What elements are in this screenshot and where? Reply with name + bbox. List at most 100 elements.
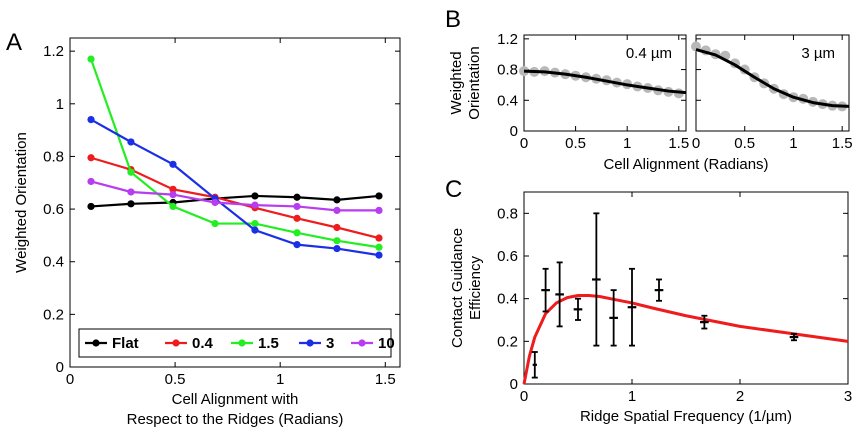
series-point-3 xyxy=(293,241,301,249)
fit-curve xyxy=(522,293,849,385)
legend-box xyxy=(78,328,392,358)
series-point-0.4 xyxy=(293,214,301,222)
panel-b-1-xtick-label: 1 xyxy=(623,135,631,152)
series-point-0.4 xyxy=(375,234,383,242)
panel-c-xtick-label: 0 xyxy=(520,388,528,405)
series-point-1.5 xyxy=(293,229,301,237)
legend-label-1.5: 1.5 xyxy=(258,335,279,352)
legend-marker-Flat xyxy=(92,339,100,347)
series-point-Flat xyxy=(375,192,383,200)
panel-b-right-chart: 0 0.5 1 1.5 3 µm xyxy=(691,34,853,152)
series-point-3 xyxy=(375,251,383,259)
panel-c-ytick-label: 0.2 xyxy=(497,333,518,350)
subplot-label: 0.4 µm xyxy=(626,45,672,62)
series-point-1.5 xyxy=(211,219,219,228)
panel-a-xtick-label: 0 xyxy=(66,371,74,388)
series-line-0.4 xyxy=(90,156,380,240)
panel-c-ylabel-line1: Contact Guidance xyxy=(449,228,466,348)
panel-b-1-ytick-label: 0.4 xyxy=(497,92,518,109)
panel-a-ylabel: Weighted Orientation xyxy=(13,132,30,273)
panel-label-c: C xyxy=(445,176,462,203)
panel-c-xtick-label: 3 xyxy=(844,388,852,405)
series-line-10 xyxy=(90,180,379,212)
series-point-1.5 xyxy=(127,168,135,176)
panel-c-ytick-label: 0.8 xyxy=(497,205,518,222)
panel-a-xtick-label: 1.5 xyxy=(375,371,396,388)
legend-label-10: 10 xyxy=(378,335,395,352)
panel-c-ylabel-line2: Efficiency xyxy=(467,256,484,320)
panel-a-ytick-label: 0.4 xyxy=(43,254,64,271)
series-point-Flat xyxy=(251,192,259,200)
series-point-3 xyxy=(169,160,177,168)
panel-b-1-xtick-label: 0 xyxy=(520,135,528,152)
series-line-1.5 xyxy=(89,58,380,249)
panel-a-ytick-label: 0.6 xyxy=(43,201,64,218)
series-point-0.4 xyxy=(87,154,95,162)
legend-marker-1.5 xyxy=(238,339,246,347)
panel-label-a: A xyxy=(6,29,22,56)
panel-a-ytick-label: 0.8 xyxy=(43,148,64,165)
panel-a-xlabel-line2: Respect to the Ridges (Radians) xyxy=(127,411,344,428)
legend-marker-0.4 xyxy=(172,339,180,347)
panel-c-ytick-label: 0.6 xyxy=(497,248,518,265)
series-point-1.5 xyxy=(87,55,95,63)
series-point-Flat xyxy=(293,193,301,201)
panel-label-b: B xyxy=(445,6,461,33)
legend-label-0.4: 0.4 xyxy=(192,335,214,352)
panel-c-ytick-label: 0 xyxy=(510,376,518,393)
panel-c-xtick-label: 1 xyxy=(628,388,636,405)
series-point-0.4 xyxy=(169,185,177,193)
series-point-10 xyxy=(333,206,341,214)
series-point-10 xyxy=(251,201,259,209)
legend-marker-10 xyxy=(358,339,366,347)
panel-b-xlabel: Cell Alignment (Radians) xyxy=(603,156,768,173)
series-point-10 xyxy=(293,202,301,211)
panel-c-ytick-label: 0.4 xyxy=(497,291,518,308)
panel-a-xtick-label: 0.5 xyxy=(165,371,186,388)
panel-a-ytick-label: 0.2 xyxy=(43,306,64,323)
series-line-3 xyxy=(90,118,380,257)
series-line-Flat xyxy=(90,194,380,208)
panel-c-chart: 0 1 2 3 0 0.2 0.4 0.6 0.8 Contact Guidance Efficie… xyxy=(449,191,852,425)
series-point-10 xyxy=(169,191,177,199)
panel-b-1-ytick-label: 1.2 xyxy=(497,31,518,48)
series-point-Flat xyxy=(333,196,341,204)
panel-b-ylabel-line2: Orientation xyxy=(466,46,483,119)
series-point-1.5 xyxy=(251,219,259,228)
panel-b-1-ytick-label: 0 xyxy=(510,123,518,140)
fit-line xyxy=(695,48,850,108)
panel-a-ytick-label: 0 xyxy=(56,359,64,376)
legend-label-3: 3 xyxy=(326,335,334,352)
panel-b-2-xtick-label: 0.5 xyxy=(734,135,755,152)
panel-b-1-ytick-label: 0.8 xyxy=(497,62,518,79)
series-point-Flat xyxy=(87,202,95,211)
series-point-10 xyxy=(87,177,95,186)
panel-b-2-axes-box xyxy=(695,34,850,132)
panel-c-xlabel: Ridge Spatial Frequency (1/µm) xyxy=(580,408,792,425)
series-point-3 xyxy=(333,244,341,253)
series-point-10 xyxy=(211,198,219,207)
panel-c-xtick-label: 2 xyxy=(736,388,744,405)
series-point-10 xyxy=(127,188,135,196)
fit-line xyxy=(523,69,687,95)
series-point-1.5 xyxy=(375,243,383,251)
legend-label-Flat: Flat xyxy=(112,335,139,352)
series-point-3 xyxy=(251,226,259,234)
series-point-0.4 xyxy=(333,223,341,232)
panel-b-2-xtick-label: 1 xyxy=(789,135,797,152)
panel-b-2-xtick-label: 0 xyxy=(692,135,700,152)
panel-b-1-xtick-label: 1.5 xyxy=(668,135,689,152)
panel-a-chart: 0 0.5 1 1.5 0 0.2 0.4 0.6 0.8 1 1.2 Weighted Orient… xyxy=(13,37,401,428)
panel-a-xlabel-line1: Cell Alignment with xyxy=(172,391,299,408)
series-point-1.5 xyxy=(169,202,177,211)
panel-c-axes-box xyxy=(523,191,849,385)
panel-a-xtick-label: 1 xyxy=(276,371,284,388)
series-point-10 xyxy=(375,206,383,214)
legend-marker-3 xyxy=(306,339,314,347)
panel-b-1-xtick-label: 0.5 xyxy=(565,135,586,152)
panel-a-axes-box xyxy=(69,37,401,368)
panel-a-ytick-label: 1.2 xyxy=(43,43,64,60)
subplot-label: 3 µm xyxy=(801,45,835,62)
